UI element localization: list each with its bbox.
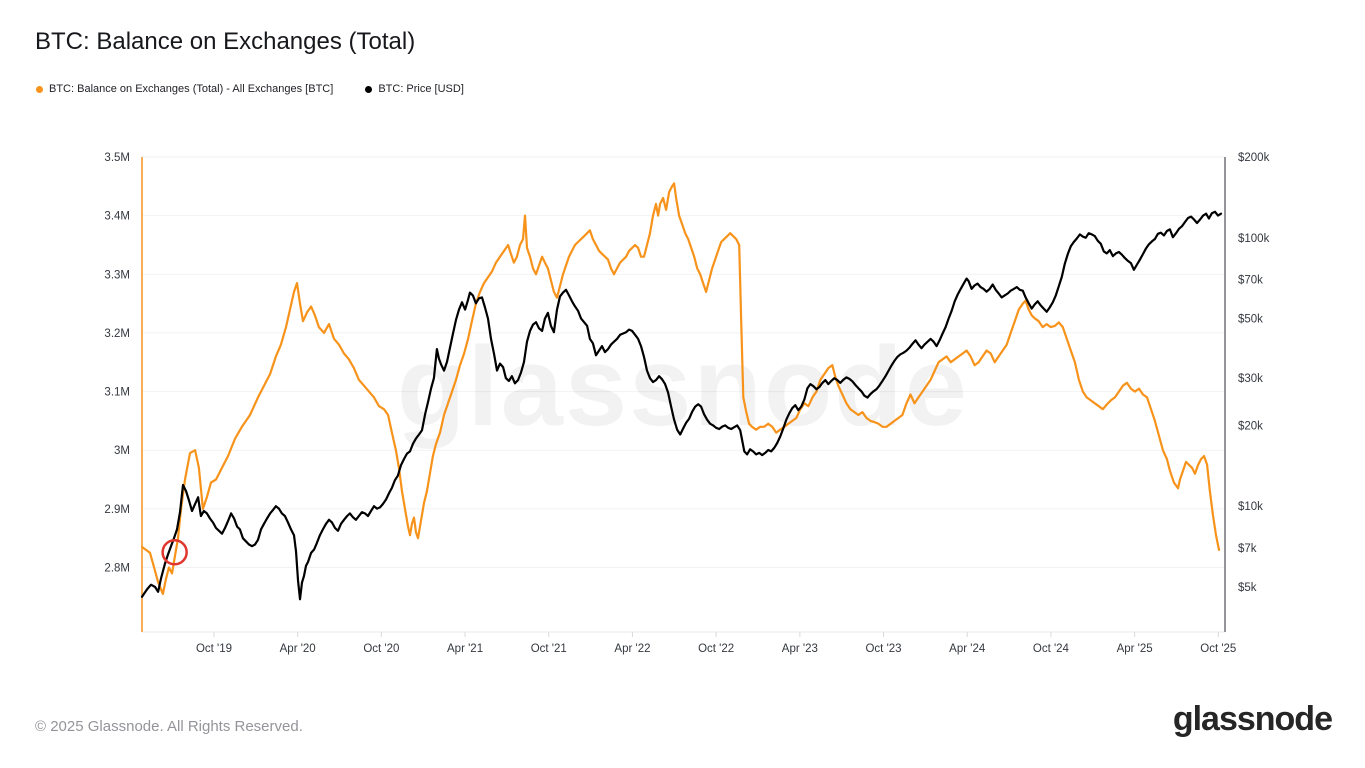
legend-swatch-price-icon: [365, 85, 373, 93]
x-tick-label: Oct '20: [363, 643, 399, 655]
x-tick-label: Oct '25: [1200, 643, 1236, 655]
legend-label-balance: BTC: Balance on Exchanges (Total) - All …: [49, 83, 334, 95]
y-right-tick-label: $200k: [1238, 152, 1270, 164]
legend-label-price: BTC: Price [USD]: [378, 83, 464, 95]
x-tick-label: Oct '19: [196, 643, 232, 655]
copyright-text: © 2025 Glassnode. All Rights Reserved.: [35, 718, 303, 735]
x-tick-label: Oct '21: [531, 643, 567, 655]
x-tick-label: Apr '23: [782, 643, 818, 655]
balance-series-line: [140, 182, 1221, 595]
legend-item-price[interactable]: BTC: Price [USD]: [365, 83, 464, 95]
x-tick-label: Apr '22: [614, 643, 650, 655]
y-right-tick-label: $20k: [1238, 420, 1263, 432]
price-series-line: [140, 210, 1223, 601]
x-tick-label: Oct '23: [865, 643, 901, 655]
y-left-tick-label: 3.2M: [104, 328, 130, 340]
x-tick-label: Oct '22: [698, 643, 734, 655]
y-left-tick-label: 3M: [114, 445, 130, 457]
y-right-tick-label: $100k: [1238, 233, 1270, 245]
legend-item-balance[interactable]: BTC: Balance on Exchanges (Total) - All …: [36, 83, 333, 95]
x-tick-label: Apr '24: [949, 643, 986, 655]
red-circle-annotation: [161, 538, 188, 566]
x-tick-label: Apr '25: [1117, 643, 1153, 655]
y-right-tick-label: $70k: [1238, 274, 1263, 286]
x-tick-label: Oct '24: [1033, 643, 1070, 655]
x-tick-label: Apr '20: [280, 643, 316, 655]
y-left-tick-label: 3.1M: [104, 387, 130, 399]
y-right-tick-label: $7k: [1238, 543, 1257, 555]
x-tick-label: Apr '21: [447, 643, 483, 655]
page-title: BTC: Balance on Exchanges (Total): [35, 28, 416, 55]
y-right-tick-label: $30k: [1238, 373, 1263, 385]
y-left-tick-label: 2.8M: [104, 562, 130, 574]
legend-swatch-balance-icon: [36, 85, 43, 93]
glassnode-logo: glassnode: [1172, 700, 1333, 738]
legend: BTC: Balance on Exchanges (Total) - All …: [36, 83, 464, 95]
y-right-tick-label: $5k: [1238, 582, 1257, 594]
y-right-tick-label: $10k: [1238, 501, 1263, 513]
y-right-tick-label: $50k: [1238, 314, 1263, 326]
y-left-tick-label: 3.5M: [104, 152, 130, 164]
y-left-tick-label: 3.4M: [104, 211, 130, 223]
y-left-tick-label: 3.3M: [104, 269, 130, 281]
y-left-tick-label: 2.9M: [104, 504, 130, 516]
